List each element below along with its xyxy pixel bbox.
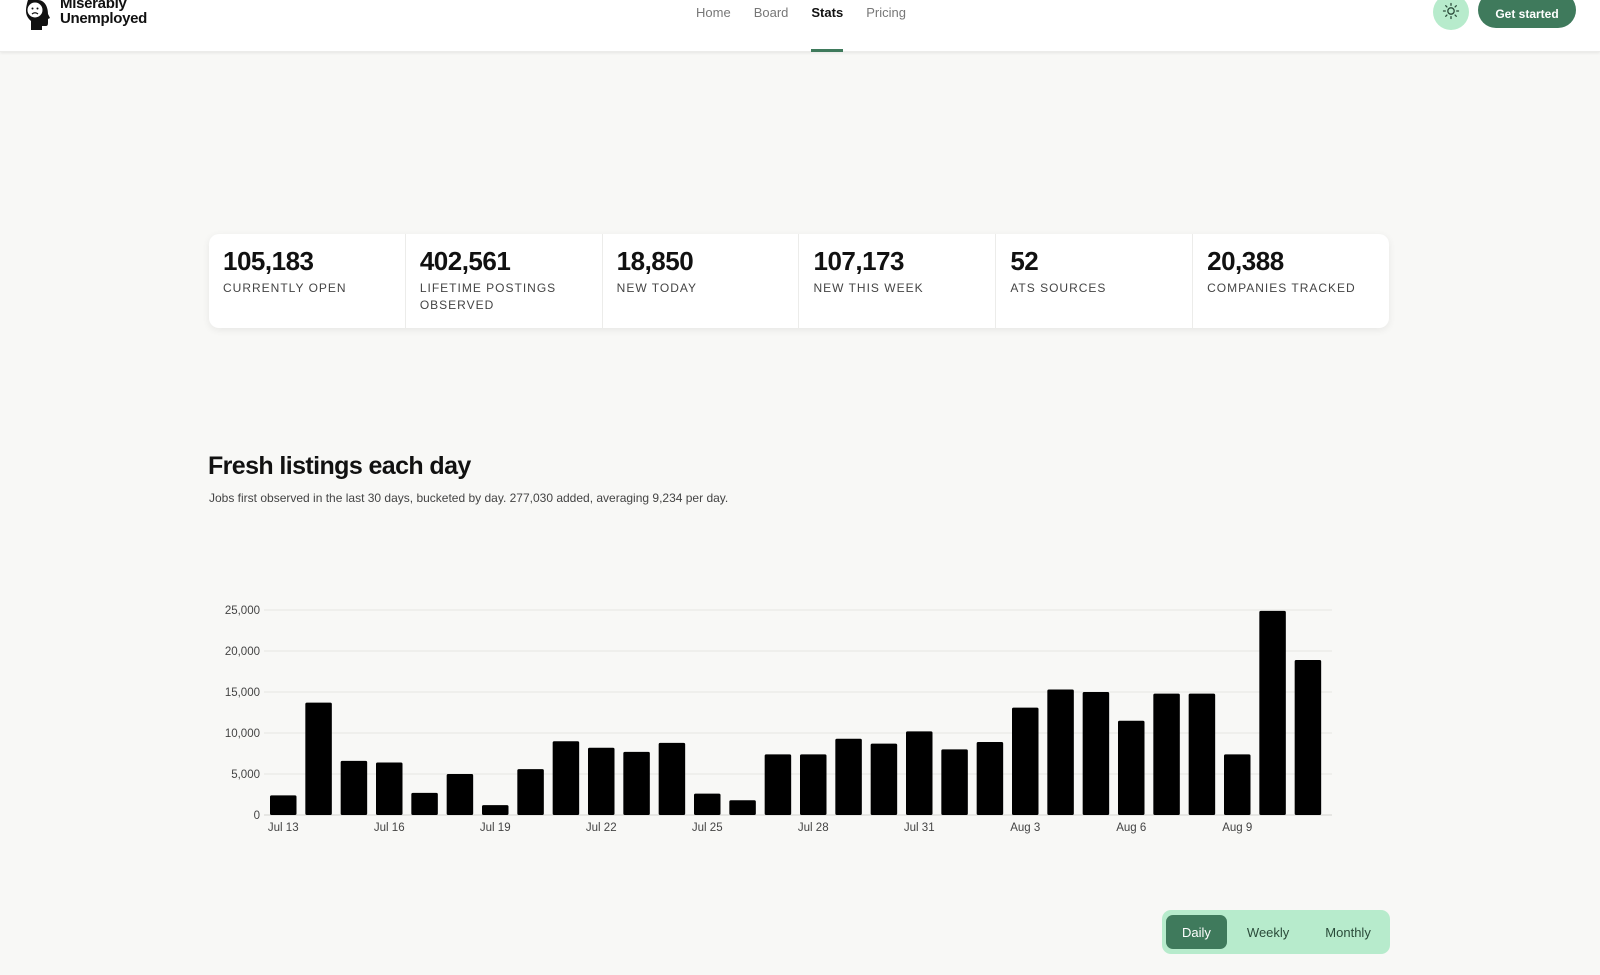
x-tick-label: Jul 25 — [692, 822, 723, 834]
stat-label: CURRENTLY OPEN — [223, 281, 347, 295]
bar-jul-30[interactable] — [870, 743, 898, 815]
bar-aug-6[interactable] — [1118, 720, 1145, 815]
bar-jul-21[interactable] — [552, 741, 580, 815]
stat-ats-sources: 52 ATS SOURCES — [996, 234, 1194, 328]
stat-companies-tracked: 20,388 COMPANIES TRACKED — [1193, 234, 1389, 328]
bar-jul-16[interactable] — [376, 762, 403, 815]
bar-jul-25[interactable] — [694, 793, 721, 815]
y-tick-label: 10,000 — [225, 728, 260, 740]
nav-board[interactable]: Board — [753, 5, 789, 20]
x-tick-label: Jul 19 — [480, 822, 511, 834]
sad-face-logo-icon — [24, 0, 52, 30]
granularity-weekly-button[interactable]: Weekly — [1231, 915, 1305, 949]
bar-jul-18[interactable] — [446, 774, 474, 815]
daily-listings-chart: 0 5,000 10,000 15,000 20,000 25,000 Jul 13 Jul … — [200, 595, 1345, 840]
brand-line-2: Unemployed — [60, 10, 148, 27]
bar-jul-15[interactable] — [340, 760, 368, 815]
stat-new-today: 18,850 NEW TODAY — [603, 234, 800, 328]
y-tick-label: 5,000 — [231, 769, 260, 781]
stat-new-this-week: 107,173 NEW THIS WEEK — [799, 234, 997, 328]
bar-aug-1[interactable] — [941, 749, 968, 815]
brand-name: Miserably Unemployed — [60, 0, 147, 26]
nav-home[interactable]: Home — [696, 5, 731, 20]
stat-label: ATS SOURCES — [1010, 281, 1107, 295]
bar-jul-31[interactable] — [906, 731, 933, 815]
stat-value: 105,183 — [223, 246, 314, 276]
brand-logo[interactable]: Miserably Unemployed — [24, 0, 147, 30]
y-tick-label: 25,000 — [225, 605, 260, 617]
bar-jul-13[interactable] — [270, 795, 297, 815]
y-tick-label: 15,000 — [225, 687, 260, 699]
bar-aug-3[interactable] — [1012, 707, 1039, 815]
bar-chart-svg: 0 5,000 10,000 15,000 20,000 25,000 Jul 13 Jul … — [225, 605, 1332, 834]
bar-jul-19[interactable] — [482, 805, 509, 815]
stat-label: LIFETIME POSTINGS OBSERVED — [419, 281, 557, 312]
bar-aug-10[interactable] — [1259, 610, 1286, 815]
granularity-toggle: Daily Weekly Monthly — [1162, 910, 1390, 954]
x-tick-label: Jul 13 — [268, 822, 299, 834]
bar-jul-20[interactable] — [517, 769, 544, 815]
stats-summary: 105,183 CURRENTLY OPEN 402,561 LIFETIME … — [209, 234, 1389, 328]
granularity-daily-button[interactable]: Daily — [1166, 915, 1227, 949]
bar-jul-17[interactable] — [411, 792, 438, 815]
bar-jul-24[interactable] — [658, 742, 686, 815]
bar-jul-26[interactable] — [729, 800, 756, 815]
x-tick-label: Jul 16 — [374, 822, 405, 834]
sun-icon — [1442, 2, 1460, 23]
granularity-monthly-button[interactable]: Monthly — [1309, 915, 1387, 949]
top-header: Miserably Unemployed Home Board Stats Pr… — [0, 0, 1600, 52]
y-tick-label: 0 — [254, 810, 260, 822]
bar-jul-29[interactable] — [835, 738, 862, 815]
main-nav: Home Board Stats Pricing — [696, 0, 929, 52]
x-tick-label: Aug 9 — [1222, 822, 1252, 834]
bar-aug-2[interactable] — [976, 742, 1004, 815]
bar-jul-27[interactable] — [764, 754, 792, 815]
stat-value: 52 — [1010, 246, 1039, 276]
x-tick-label: Jul 22 — [586, 822, 617, 834]
bar-aug-5[interactable] — [1082, 692, 1110, 815]
stat-label: NEW THIS WEEK — [813, 281, 924, 295]
brand-line-1: Miserably — [60, 0, 127, 12]
stat-value: 20,388 — [1207, 246, 1284, 276]
bar-jul-28[interactable] — [800, 754, 827, 815]
theme-toggle-button[interactable] — [1433, 0, 1469, 30]
section-title: Fresh listings each day — [208, 452, 471, 480]
nav-pricing[interactable]: Pricing — [866, 5, 906, 20]
x-tick-label: Jul 28 — [798, 822, 829, 834]
stat-value: 18,850 — [616, 246, 694, 276]
stat-value: 402,561 — [419, 246, 511, 276]
bar-jul-22[interactable] — [588, 747, 615, 815]
stat-value: 107,173 — [813, 246, 904, 276]
stat-currently-open: 105,183 CURRENTLY OPEN — [209, 234, 406, 328]
bar-aug-11[interactable] — [1294, 660, 1322, 815]
bar-aug-9[interactable] — [1224, 754, 1251, 815]
bar-jul-23[interactable] — [623, 751, 650, 815]
stat-label: NEW TODAY — [616, 281, 697, 295]
stat-lifetime-postings: 402,561 LIFETIME POSTINGS OBSERVED — [406, 234, 603, 328]
x-tick-label: Aug 6 — [1116, 822, 1146, 834]
bar-aug-7[interactable] — [1153, 693, 1180, 815]
section-subtitle: Jobs first observed in the last 30 days,… — [209, 491, 729, 505]
x-tick-label: Jul 31 — [904, 822, 935, 834]
nav-stats[interactable]: Stats — [811, 0, 843, 52]
bar-jul-14[interactable] — [305, 702, 332, 815]
get-started-button[interactable]: Get started — [1478, 0, 1576, 28]
x-tick-label: Aug 3 — [1010, 822, 1040, 834]
y-tick-label: 20,000 — [225, 646, 260, 658]
bar-aug-4[interactable] — [1047, 689, 1074, 815]
bar-aug-8[interactable] — [1188, 693, 1216, 815]
stat-label: COMPANIES TRACKED — [1207, 281, 1356, 295]
